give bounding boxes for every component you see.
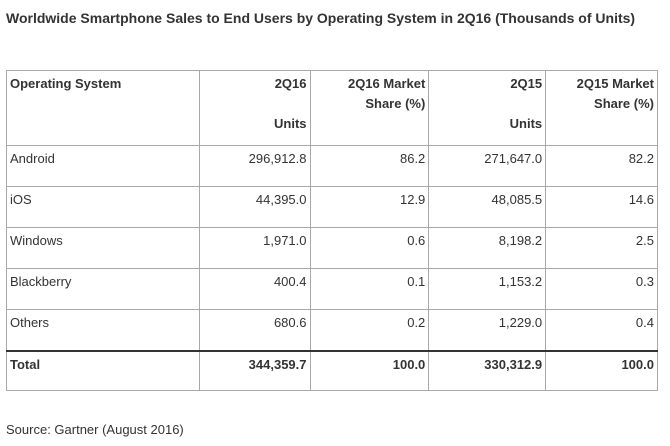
units-2q16-cell: 44,395.0 [198,186,311,228]
os-name-cell: Others [6,309,200,351]
source-note: Source: Gartner (August 2016) [6,422,184,437]
share-2q16-cell: 0.6 [309,227,430,269]
header-2q16-share: 2Q16 Market Share (%) [309,70,430,146]
header-label: Operating System [10,76,122,91]
header-label: 2Q16 Market Share (%) [347,76,426,111]
header-2q15-units: 2Q15 Units [428,70,547,146]
share-2q15-cell: 14.6 [545,186,658,228]
os-name-cell: iOS [6,186,200,228]
units-2q15-cell: 271,647.0 [428,145,547,187]
share-2q15-cell: 0.3 [545,268,658,310]
table-row: iOS 44,395.0 12.9 48,085.5 14.6 [6,186,658,228]
header-label: 2Q16 [274,76,307,91]
header-2q16-units: 2Q16 Units [198,70,311,146]
share-2q15-cell: 2.5 [545,227,658,269]
total-share-2q16-cell: 100.0 [309,349,430,391]
page-title: Worldwide Smartphone Sales to End Users … [6,10,636,26]
units-2q15-cell: 1,153.2 [428,268,547,310]
share-2q16-cell: 12.9 [309,186,430,228]
header-operating-system: Operating System [6,70,200,146]
header-label: 2Q15 [510,76,543,91]
header-label: 2Q15 Market Share (%) [576,76,654,111]
header-sublabel: Units [509,116,543,131]
header-2q15-share: 2Q15 Market Share (%) [545,70,658,146]
total-units-2q16-cell: 344,359.7 [198,349,311,391]
table-row: Android 296,912.8 86.2 271,647.0 82.2 [6,145,658,187]
table-row: Windows 1,971.0 0.6 8,198.2 2.5 [6,227,658,269]
os-name-cell: Blackberry [6,268,200,310]
share-2q15-cell: 82.2 [545,145,658,187]
share-2q16-cell: 0.2 [309,309,430,351]
share-2q16-cell: 86.2 [309,145,430,187]
units-2q16-cell: 1,971.0 [198,227,311,269]
share-2q16-cell: 0.1 [309,268,430,310]
total-units-2q15-cell: 330,312.9 [428,349,547,391]
os-name-cell: Android [6,145,200,187]
table-row: Others 680.6 0.2 1,229.0 0.4 [6,309,658,351]
units-2q16-cell: 680.6 [198,309,311,351]
units-2q15-cell: 8,198.2 [428,227,547,269]
header-sublabel: Units [274,116,307,131]
os-name-cell: Windows [6,227,200,269]
share-2q15-cell: 0.4 [545,309,658,351]
total-share-2q15-cell: 100.0 [545,349,658,391]
units-2q16-cell: 296,912.8 [198,145,311,187]
total-label-cell: Total [6,349,200,391]
units-2q15-cell: 48,085.5 [428,186,547,228]
header-row: Operating System 2Q16 Units 2Q16 Market … [6,70,658,146]
sales-table: Operating System 2Q16 Units 2Q16 Market … [6,70,658,391]
total-row: Total 344,359.7 100.0 330,312.9 100.0 [6,349,658,391]
units-2q15-cell: 1,229.0 [428,309,547,351]
table-row: Blackberry 400.4 0.1 1,153.2 0.3 [6,268,658,310]
units-2q16-cell: 400.4 [198,268,311,310]
